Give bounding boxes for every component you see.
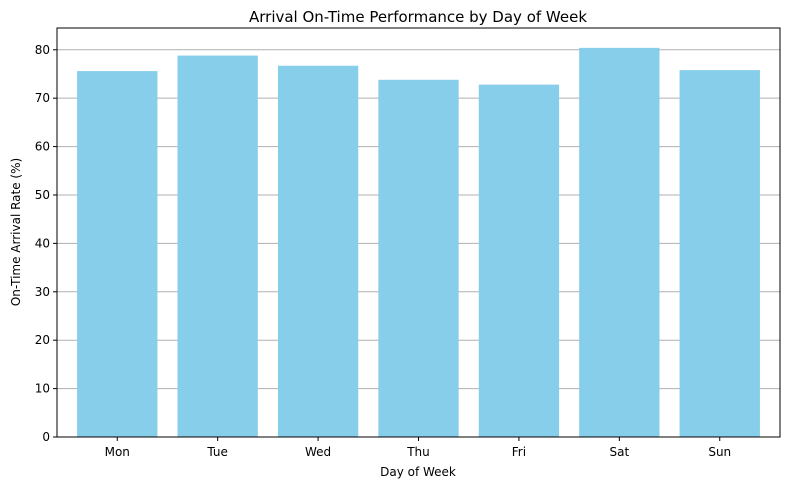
- y-tick-label: 50: [35, 188, 50, 202]
- y-tick-label: 30: [35, 285, 50, 299]
- y-tick-label: 70: [35, 91, 50, 105]
- chart-title: Arrival On-Time Performance by Day of We…: [249, 8, 587, 26]
- bar-tue: [177, 55, 258, 437]
- bar-sat: [579, 47, 660, 437]
- bar-thu: [378, 79, 459, 438]
- bars: [77, 47, 760, 438]
- y-tick-label: 40: [35, 236, 50, 250]
- x-axis-label: Day of Week: [380, 465, 456, 479]
- x-tick-label-sun: Sun: [708, 445, 731, 459]
- y-tick-label: 60: [35, 140, 50, 154]
- bar-wed: [277, 65, 359, 437]
- bar-sun: [679, 70, 760, 438]
- y-axis-label: On-Time Arrival Rate (%): [9, 158, 23, 306]
- y-axis-ticks: 0 10 20 30 40 50 60 70 80: [35, 43, 57, 444]
- bar-fri: [478, 84, 560, 437]
- bar-mon: [77, 71, 158, 437]
- x-tick-label-sat: Sat: [609, 445, 629, 459]
- x-tick-label-fri: Fri: [512, 445, 526, 459]
- y-tick-label: 20: [35, 333, 50, 347]
- x-tick-label-mon: Mon: [105, 445, 130, 459]
- y-tick-label: 10: [35, 382, 50, 396]
- x-tick-label-wed: Wed: [305, 445, 331, 459]
- y-tick-label: 80: [35, 43, 50, 57]
- y-tick-label: 0: [42, 430, 50, 444]
- x-tick-label-tue: Tue: [206, 445, 228, 459]
- x-tick-label-thu: Thu: [406, 445, 430, 459]
- x-axis-ticks: Mon Tue Wed Thu Fri Sat Sun: [105, 437, 731, 459]
